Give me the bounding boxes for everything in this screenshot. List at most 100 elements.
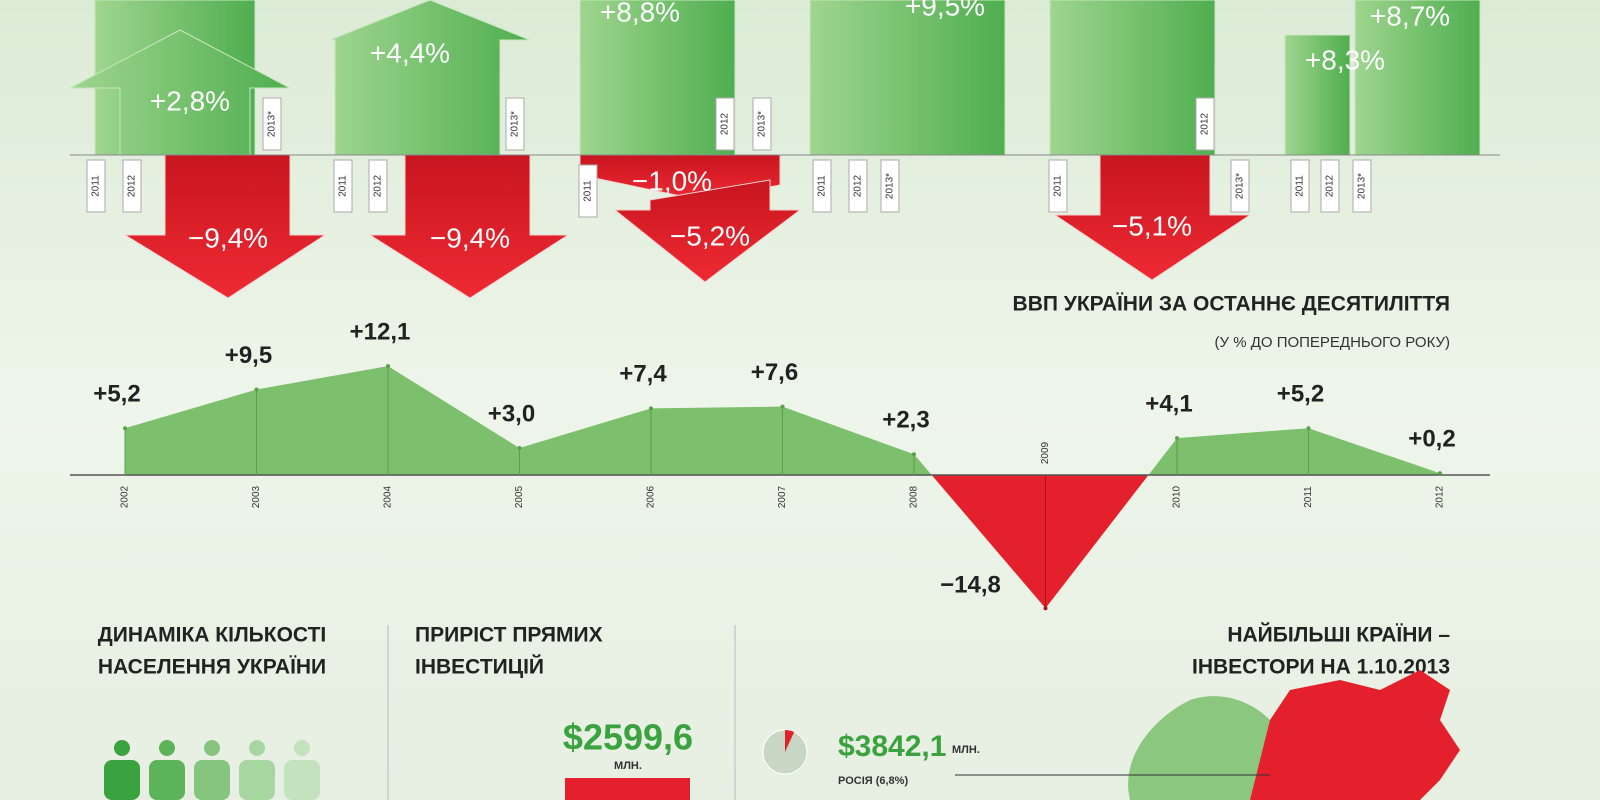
year-label: 2013* <box>1235 173 1246 199</box>
value-label: +5,2 <box>1277 381 1324 408</box>
year-tab <box>752 97 772 151</box>
year-tab <box>1230 159 1250 213</box>
x-tick-label: 2002 <box>120 485 131 508</box>
year-label: 2013* <box>510 111 521 137</box>
year-label: 2012 <box>853 174 864 197</box>
arrow-up <box>1049 0 1216 156</box>
year-tab <box>505 97 525 151</box>
section-title: ДИНАМІКА КІЛЬКОСТІ <box>98 624 326 647</box>
value-point <box>123 426 127 431</box>
year-tab <box>848 159 868 213</box>
value-label: +3,0 <box>488 400 535 427</box>
x-tick-label: 2007 <box>777 485 788 508</box>
x-tick-label: 2003 <box>251 485 262 508</box>
arrow-label: +8,8% <box>600 0 680 27</box>
chart-subtitle: (У % ДО ПОПЕРЕДНЬОГО РОКУ) <box>1215 334 1451 351</box>
year-tab <box>1352 159 1372 213</box>
year-tab <box>333 159 353 213</box>
x-tick-label: 2012 <box>1435 485 1446 508</box>
year-tab <box>578 164 598 218</box>
section-title: ПРИРІСТ ПРЯМИХ <box>415 624 603 647</box>
year-tab <box>1320 159 1340 213</box>
arrow-label: +9,5% <box>905 0 985 21</box>
year-tab <box>1195 97 1215 151</box>
arrow-down <box>1053 154 1252 281</box>
x-tick-label: 2004 <box>383 485 394 508</box>
value-label: +5,2 <box>93 381 140 408</box>
year-label: 2013* <box>885 173 896 199</box>
value-point <box>1175 436 1179 441</box>
value-label: −14,8 <box>940 572 1001 599</box>
value-label: +9,5 <box>225 342 272 369</box>
value-point <box>254 387 259 392</box>
year-label: 2012 <box>1325 174 1336 197</box>
arrow-down <box>368 154 570 299</box>
year-label: 2013* <box>267 111 278 137</box>
year-tab <box>1048 159 1068 213</box>
pie <box>762 729 808 775</box>
map <box>1128 670 1460 800</box>
value-label: +12,1 <box>350 318 411 345</box>
bar <box>565 778 690 800</box>
country: РОСІЯ (6,8%) <box>838 775 908 787</box>
value-point <box>780 404 785 409</box>
unit: МЛН. <box>952 744 980 756</box>
people-icons <box>104 740 320 800</box>
year-label: 2011 <box>91 175 102 197</box>
value-point <box>386 364 390 369</box>
x-tick-label: 2006 <box>646 485 657 508</box>
x-tick-label: 2005 <box>514 485 525 508</box>
section-title: ІНВЕСТОРИ НА 1.10.2013 <box>1192 656 1450 679</box>
area-negative <box>125 475 1440 609</box>
year-label: 2012 <box>127 174 138 197</box>
year-label: 2011 <box>817 175 828 197</box>
value-point <box>912 452 916 457</box>
year-label: 2013* <box>757 111 768 137</box>
pie-slice <box>785 730 795 752</box>
arrow-label: −5,1% <box>1112 210 1192 241</box>
value-point <box>1306 426 1311 431</box>
section-title: ІНВЕСТИЦІЙ <box>415 655 544 679</box>
x-tick-label: 2011 <box>1303 486 1314 508</box>
section-title: НАЙБІЛЬШІ КРАЇНИ – <box>1227 623 1450 647</box>
year-tab <box>812 159 832 213</box>
year-label: 2012 <box>1200 112 1211 135</box>
year-tab <box>368 159 388 213</box>
year-tab <box>86 159 106 213</box>
year-tab <box>880 159 900 213</box>
year-label: 2012 <box>720 112 731 135</box>
value-point <box>517 446 522 450</box>
x-tick-label: 2008 <box>909 485 920 508</box>
year-label: 2012 <box>373 174 384 197</box>
year-label: 2011 <box>338 175 349 197</box>
arrow-label: +2,8% <box>150 85 230 116</box>
year-tab <box>715 97 735 151</box>
chart-title: ВВП УКРАЇНИ ЗА ОСТАННЄ ДЕСЯТИЛІТТЯ <box>1013 293 1450 316</box>
arrow-label: −9,4% <box>188 222 268 253</box>
section-title: НАСЕЛЕННЯ УКРАЇНИ <box>98 656 326 679</box>
value-point <box>1043 606 1048 611</box>
year-tab <box>122 159 142 213</box>
value-label: +7,4 <box>619 361 667 388</box>
unit: МЛН. <box>614 760 642 772</box>
value-point <box>1438 471 1442 476</box>
year-tab <box>1290 159 1310 213</box>
arrow-label: −1,0% <box>632 165 712 196</box>
value-label: +0,2 <box>1408 426 1455 453</box>
value-label: +2,3 <box>882 407 929 434</box>
value-label: +7,6 <box>751 359 798 386</box>
year-label: 2011 <box>583 180 594 202</box>
arrow-label: +4,4% <box>370 37 450 68</box>
arrow-up <box>809 0 1006 156</box>
value-label: +4,1 <box>1145 390 1192 417</box>
arrow-down <box>123 154 327 299</box>
arrow-up <box>329 0 531 156</box>
amount: $2599,6 <box>563 717 693 758</box>
arrow-up <box>69 29 291 156</box>
arrow-down <box>613 179 802 283</box>
arrow-label: −5,2% <box>670 220 750 251</box>
year-label: 2013* <box>1357 173 1368 199</box>
arrow-label: +8,3% <box>1305 44 1385 75</box>
